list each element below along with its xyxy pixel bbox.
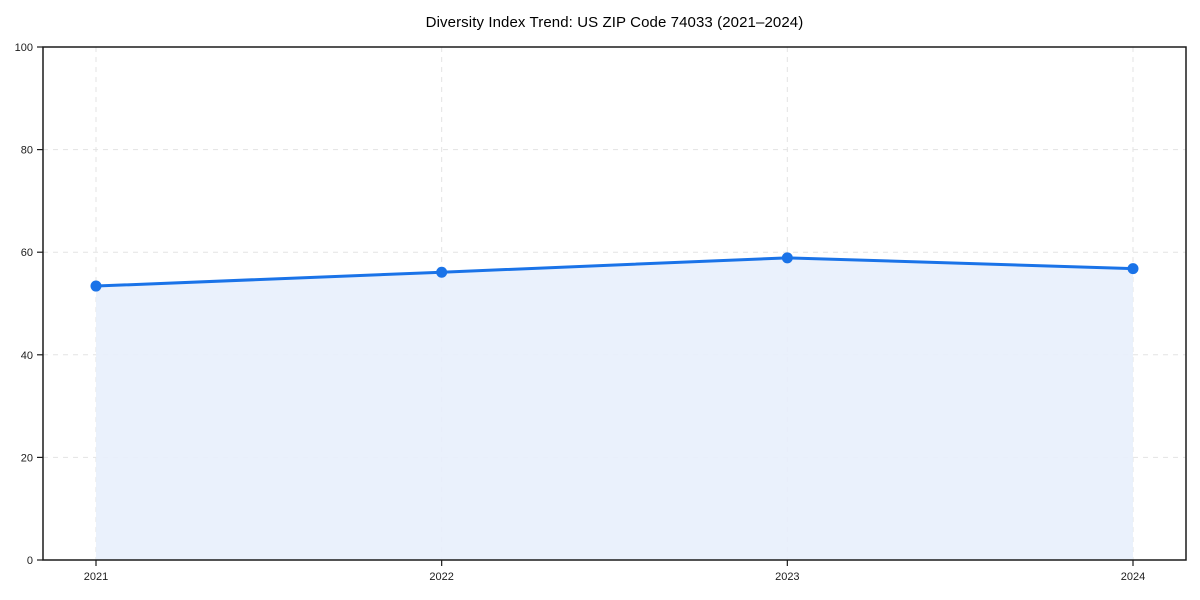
y-tick-label-80: 80 (21, 145, 33, 157)
y-tick-label-0: 0 (27, 555, 33, 567)
data-point-2023 (781, 252, 793, 264)
data-point-2022 (436, 266, 448, 278)
y-tick-label-40: 40 (21, 350, 33, 362)
data-point-2024 (1127, 263, 1139, 275)
y-tick-label-100: 100 (15, 42, 33, 54)
y-tick-label-60: 60 (21, 247, 33, 259)
x-tick-label-2021: 2021 (84, 571, 108, 583)
data-point-2021 (90, 280, 102, 292)
x-tick-label-2023: 2023 (775, 571, 799, 583)
x-tick-label-2022: 2022 (429, 571, 453, 583)
chart-title: Diversity Index Trend: US ZIP Code 74033… (425, 14, 804, 31)
x-tick-label-2024: 2024 (1121, 571, 1145, 583)
area-fill (96, 257, 1133, 560)
trend-line (94, 256, 1135, 288)
y-tick-label-20: 20 (21, 452, 33, 464)
plot-border (42, 46, 1187, 561)
